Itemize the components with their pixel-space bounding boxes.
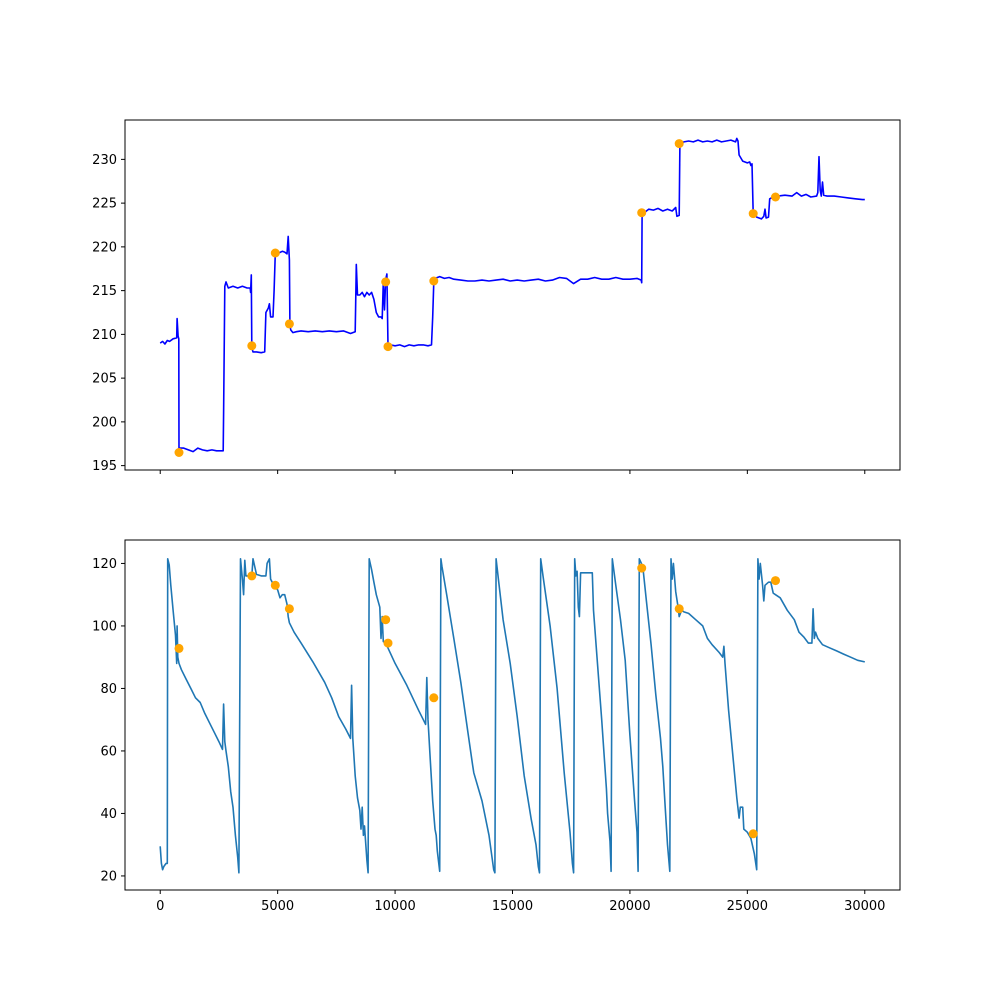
- y-tick-label-1-2: 60: [100, 744, 117, 759]
- scatter-point-1-8: [674, 604, 684, 614]
- scatter-point-0-9: [748, 209, 758, 219]
- scatter-point-0-4: [381, 277, 391, 287]
- scatter-point-0-3: [284, 319, 294, 329]
- scatter-point-1-5: [383, 638, 393, 648]
- scatter-point-0-2: [270, 248, 280, 258]
- x-tick-label-1-1: 5000: [261, 899, 294, 914]
- scatter-point-1-10: [771, 576, 780, 586]
- series-line-1-0: [159, 558, 865, 874]
- y-tick-label-0-1: 200: [92, 415, 117, 430]
- scatter-point-0-7: [637, 208, 647, 218]
- axes-frame-0: [124, 119, 901, 471]
- x-tick-label-1-0: 0: [156, 899, 164, 914]
- scatter-point-0-10: [771, 192, 780, 202]
- y-tick-label-1-0: 20: [100, 869, 117, 884]
- y-tick-label-0-3: 210: [92, 328, 117, 343]
- y-tick-label-0-0: 195: [92, 459, 117, 474]
- scatter-point-1-0: [174, 643, 184, 653]
- y-tick-label-0-7: 230: [92, 153, 117, 168]
- y-tick-label-0-6: 225: [92, 197, 117, 212]
- x-tick-label-1-3: 15000: [492, 899, 533, 914]
- top-axes: 195 200 205 210 215 220 225 230: [92, 119, 901, 474]
- y-tick-label-0-4: 215: [92, 284, 117, 299]
- scatter-point-0-0: [174, 448, 184, 457]
- scatter-point-0-8: [674, 139, 684, 149]
- y-tick-label-1-5: 120: [92, 557, 117, 572]
- scatter-point-1-1: [247, 571, 257, 581]
- y-tick-label-0-5: 220: [92, 240, 117, 255]
- scatter-point-0-6: [429, 276, 439, 286]
- scatter-point-1-7: [637, 563, 647, 573]
- scatter-point-0-5: [383, 342, 393, 352]
- y-tick-label-1-4: 100: [92, 619, 117, 634]
- x-tick-label-1-6: 30000: [844, 899, 885, 914]
- axes-frame-1: [124, 539, 901, 891]
- y-tick-label-0-2: 205: [92, 372, 117, 387]
- scatter-point-0-1: [247, 341, 257, 351]
- scatter-point-1-9: [748, 829, 758, 839]
- scatter-point-1-4: [381, 615, 391, 625]
- scatter-point-1-3: [284, 604, 294, 614]
- x-tick-label-1-2: 10000: [374, 899, 415, 914]
- bottom-axes: 0 5000 10000 15000 20000 25000 30000 20 40 60 80 10…: [92, 539, 901, 914]
- series-line-0-0: [159, 137, 865, 454]
- y-tick-label-1-3: 80: [100, 682, 117, 697]
- scatter-point-1-2: [270, 580, 280, 590]
- x-tick-label-1-5: 25000: [727, 899, 768, 914]
- y-tick-label-1-1: 40: [100, 807, 117, 822]
- x-tick-label-1-4: 20000: [609, 899, 650, 914]
- scatter-point-1-6: [429, 693, 439, 703]
